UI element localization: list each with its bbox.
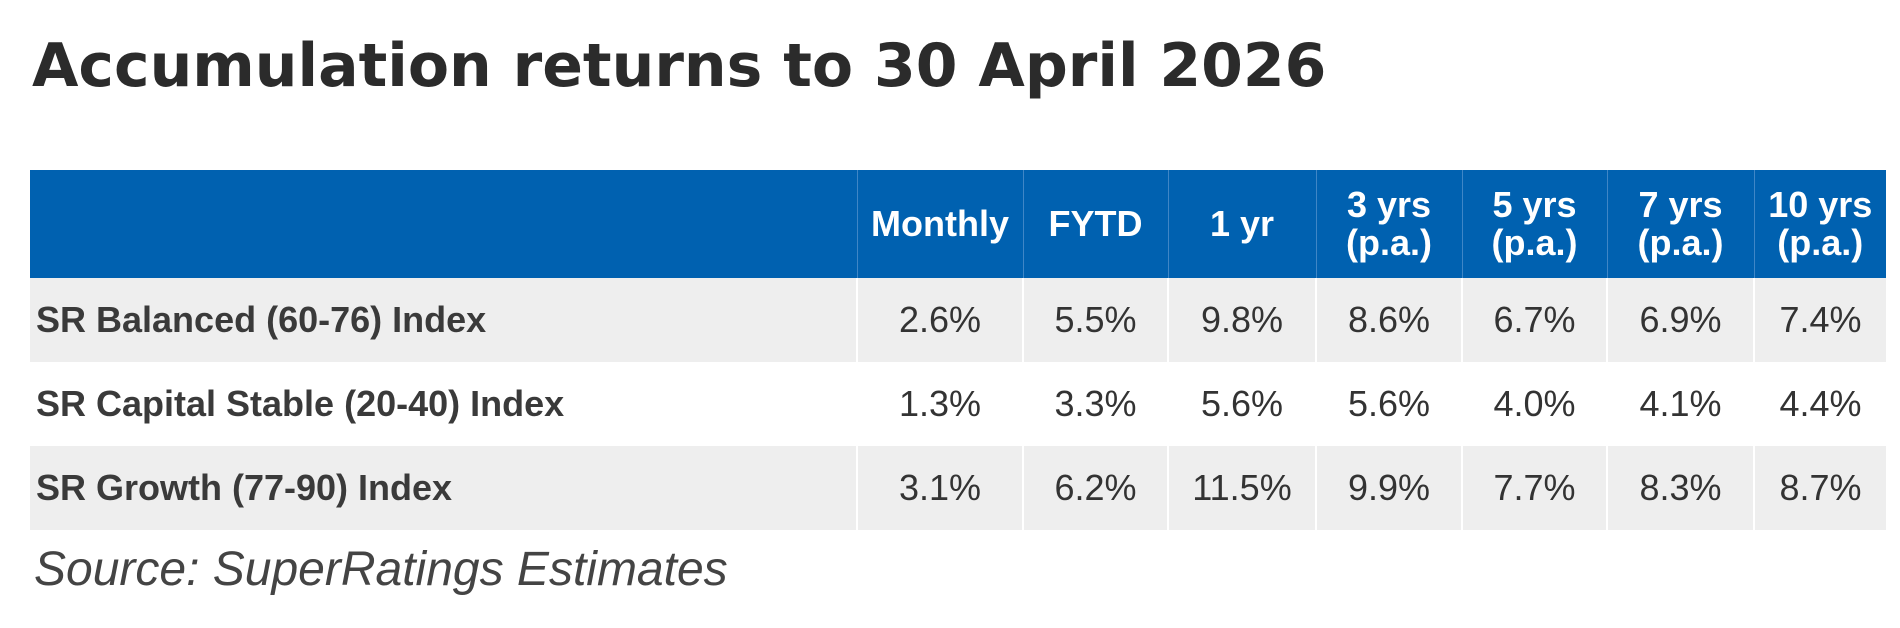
table-row: SR Capital Stable (20-40) Index 1.3% 3.3… xyxy=(30,362,1886,446)
value-cell: 4.0% xyxy=(1461,362,1607,446)
header-label: 7 yrs xyxy=(1638,184,1723,225)
value-cell: 9.8% xyxy=(1167,278,1316,362)
header-cell-name xyxy=(30,170,857,278)
value-cell: 5.5% xyxy=(1022,278,1168,362)
header-label: 10 yrs xyxy=(1768,184,1873,225)
value-cell: 3.3% xyxy=(1022,362,1168,446)
table-row: SR Growth (77-90) Index 3.1% 6.2% 11.5% … xyxy=(30,446,1886,530)
value-cell: 5.6% xyxy=(1167,362,1316,446)
header-sublabel: (p.a.) xyxy=(1491,222,1578,263)
header-cell-7yrs: 7 yrs (p.a.) xyxy=(1606,170,1754,278)
value-cell: 7.4% xyxy=(1753,278,1886,362)
header-sublabel: (p.a.) xyxy=(1777,222,1864,263)
header-sublabel: (p.a.) xyxy=(1637,222,1724,263)
value-cell: 3.1% xyxy=(856,446,1023,530)
page-title: Accumulation returns to 30 April 2026 xyxy=(32,31,1327,101)
table-header-row: Monthly FYTD 1 yr 3 yrs (p.a.) 5 yrs (p.… xyxy=(30,170,1886,278)
value-cell: 1.3% xyxy=(856,362,1023,446)
source-note: Source: SuperRatings Estimates xyxy=(34,543,728,596)
header-label: 5 yrs xyxy=(1492,184,1577,225)
header-cell-3yrs: 3 yrs (p.a.) xyxy=(1315,170,1462,278)
value-cell: 6.2% xyxy=(1022,446,1168,530)
header-cell-monthly: Monthly xyxy=(856,170,1023,278)
value-cell: 2.6% xyxy=(856,278,1023,362)
value-cell: 8.3% xyxy=(1606,446,1754,530)
header-cell-10yrs: 10 yrs (p.a.) xyxy=(1753,170,1886,278)
value-cell: 8.7% xyxy=(1753,446,1886,530)
value-cell: 5.6% xyxy=(1315,362,1462,446)
value-cell: 8.6% xyxy=(1315,278,1462,362)
value-cell: 4.1% xyxy=(1606,362,1754,446)
row-name: SR Growth (77-90) Index xyxy=(36,467,453,508)
header-label: FYTD xyxy=(1048,203,1143,244)
table-row: SR Balanced (60-76) Index 2.6% 5.5% 9.8%… xyxy=(30,278,1886,362)
value-cell: 6.9% xyxy=(1606,278,1754,362)
row-name: SR Balanced (60-76) Index xyxy=(36,299,487,340)
header-label: 3 yrs xyxy=(1346,184,1432,225)
header-cell-5yrs: 5 yrs (p.a.) xyxy=(1461,170,1607,278)
header-cell-fytd: FYTD xyxy=(1022,170,1168,278)
header-cell-1yr: 1 yr xyxy=(1167,170,1316,278)
header-label: 1 yr xyxy=(1209,203,1275,244)
row-name: SR Capital Stable (20-40) Index xyxy=(36,383,565,424)
value-cell: 7.7% xyxy=(1461,446,1607,530)
value-cell: 4.4% xyxy=(1753,362,1886,446)
header-label: Monthly xyxy=(871,203,1009,244)
value-cell: 9.9% xyxy=(1315,446,1462,530)
returns-table: Monthly FYTD 1 yr 3 yrs (p.a.) 5 yrs (p.… xyxy=(30,170,1886,530)
value-cell: 11.5% xyxy=(1167,446,1316,530)
header-sublabel: (p.a.) xyxy=(1346,222,1432,263)
value-cell: 6.7% xyxy=(1461,278,1607,362)
